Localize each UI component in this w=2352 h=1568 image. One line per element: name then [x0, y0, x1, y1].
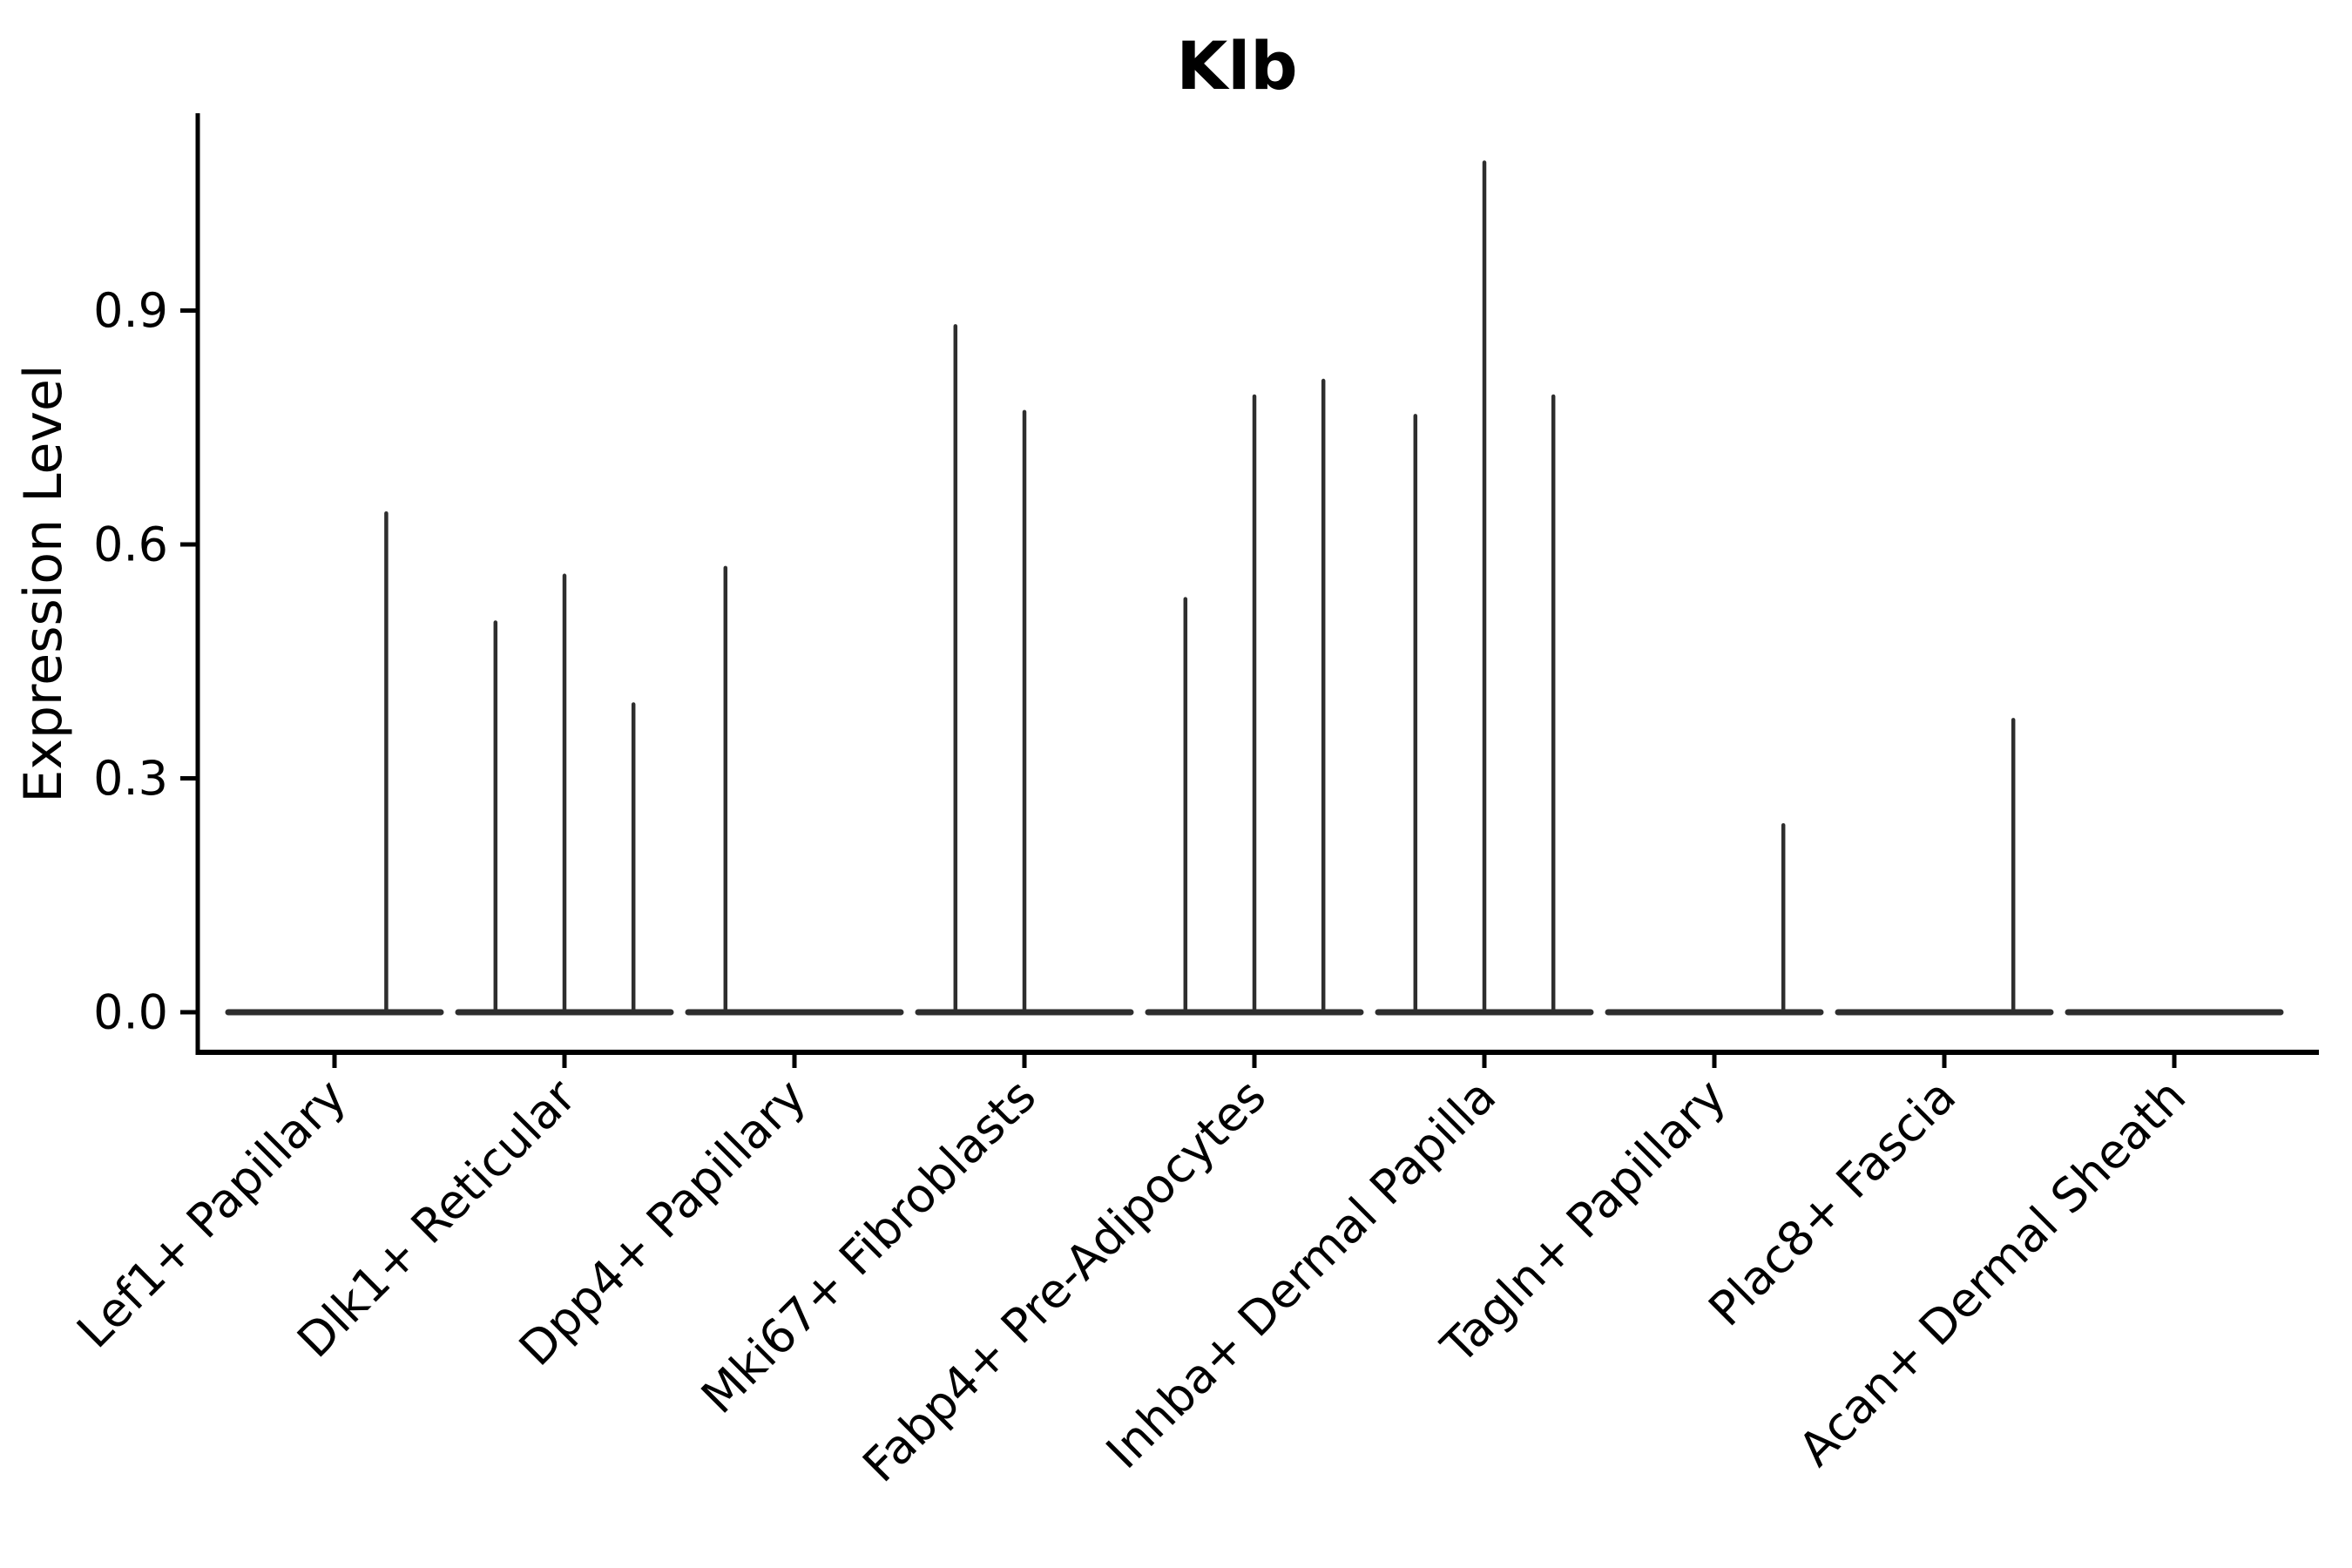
y-axis-label: Expression Level	[13, 364, 74, 802]
x-axis-category-label: Inhba+ Dermal Papilla	[1096, 1069, 1506, 1479]
x-axis-ticks	[332, 1052, 2177, 1068]
y-tick-label: 0.0	[93, 985, 168, 1040]
axis-spines	[195, 113, 2319, 1055]
y-tick-label: 0.9	[93, 283, 168, 338]
x-axis-category-label: Fabp4+ Pre-Adipocytes	[852, 1069, 1276, 1493]
y-axis-ticks: 0.0 0.3 0.6 0.9	[93, 283, 198, 1040]
y-tick-label: 0.6	[93, 517, 168, 572]
x-axis-category-label: Plac8+ Fascia	[1698, 1069, 1966, 1337]
x-axis-category-label: Acan+ Dermal Sheath	[1788, 1069, 2196, 1477]
violins-layer	[225, 160, 2284, 1016]
y-tick-label: 0.3	[93, 751, 168, 806]
chart-title: Klb	[1176, 27, 1297, 105]
